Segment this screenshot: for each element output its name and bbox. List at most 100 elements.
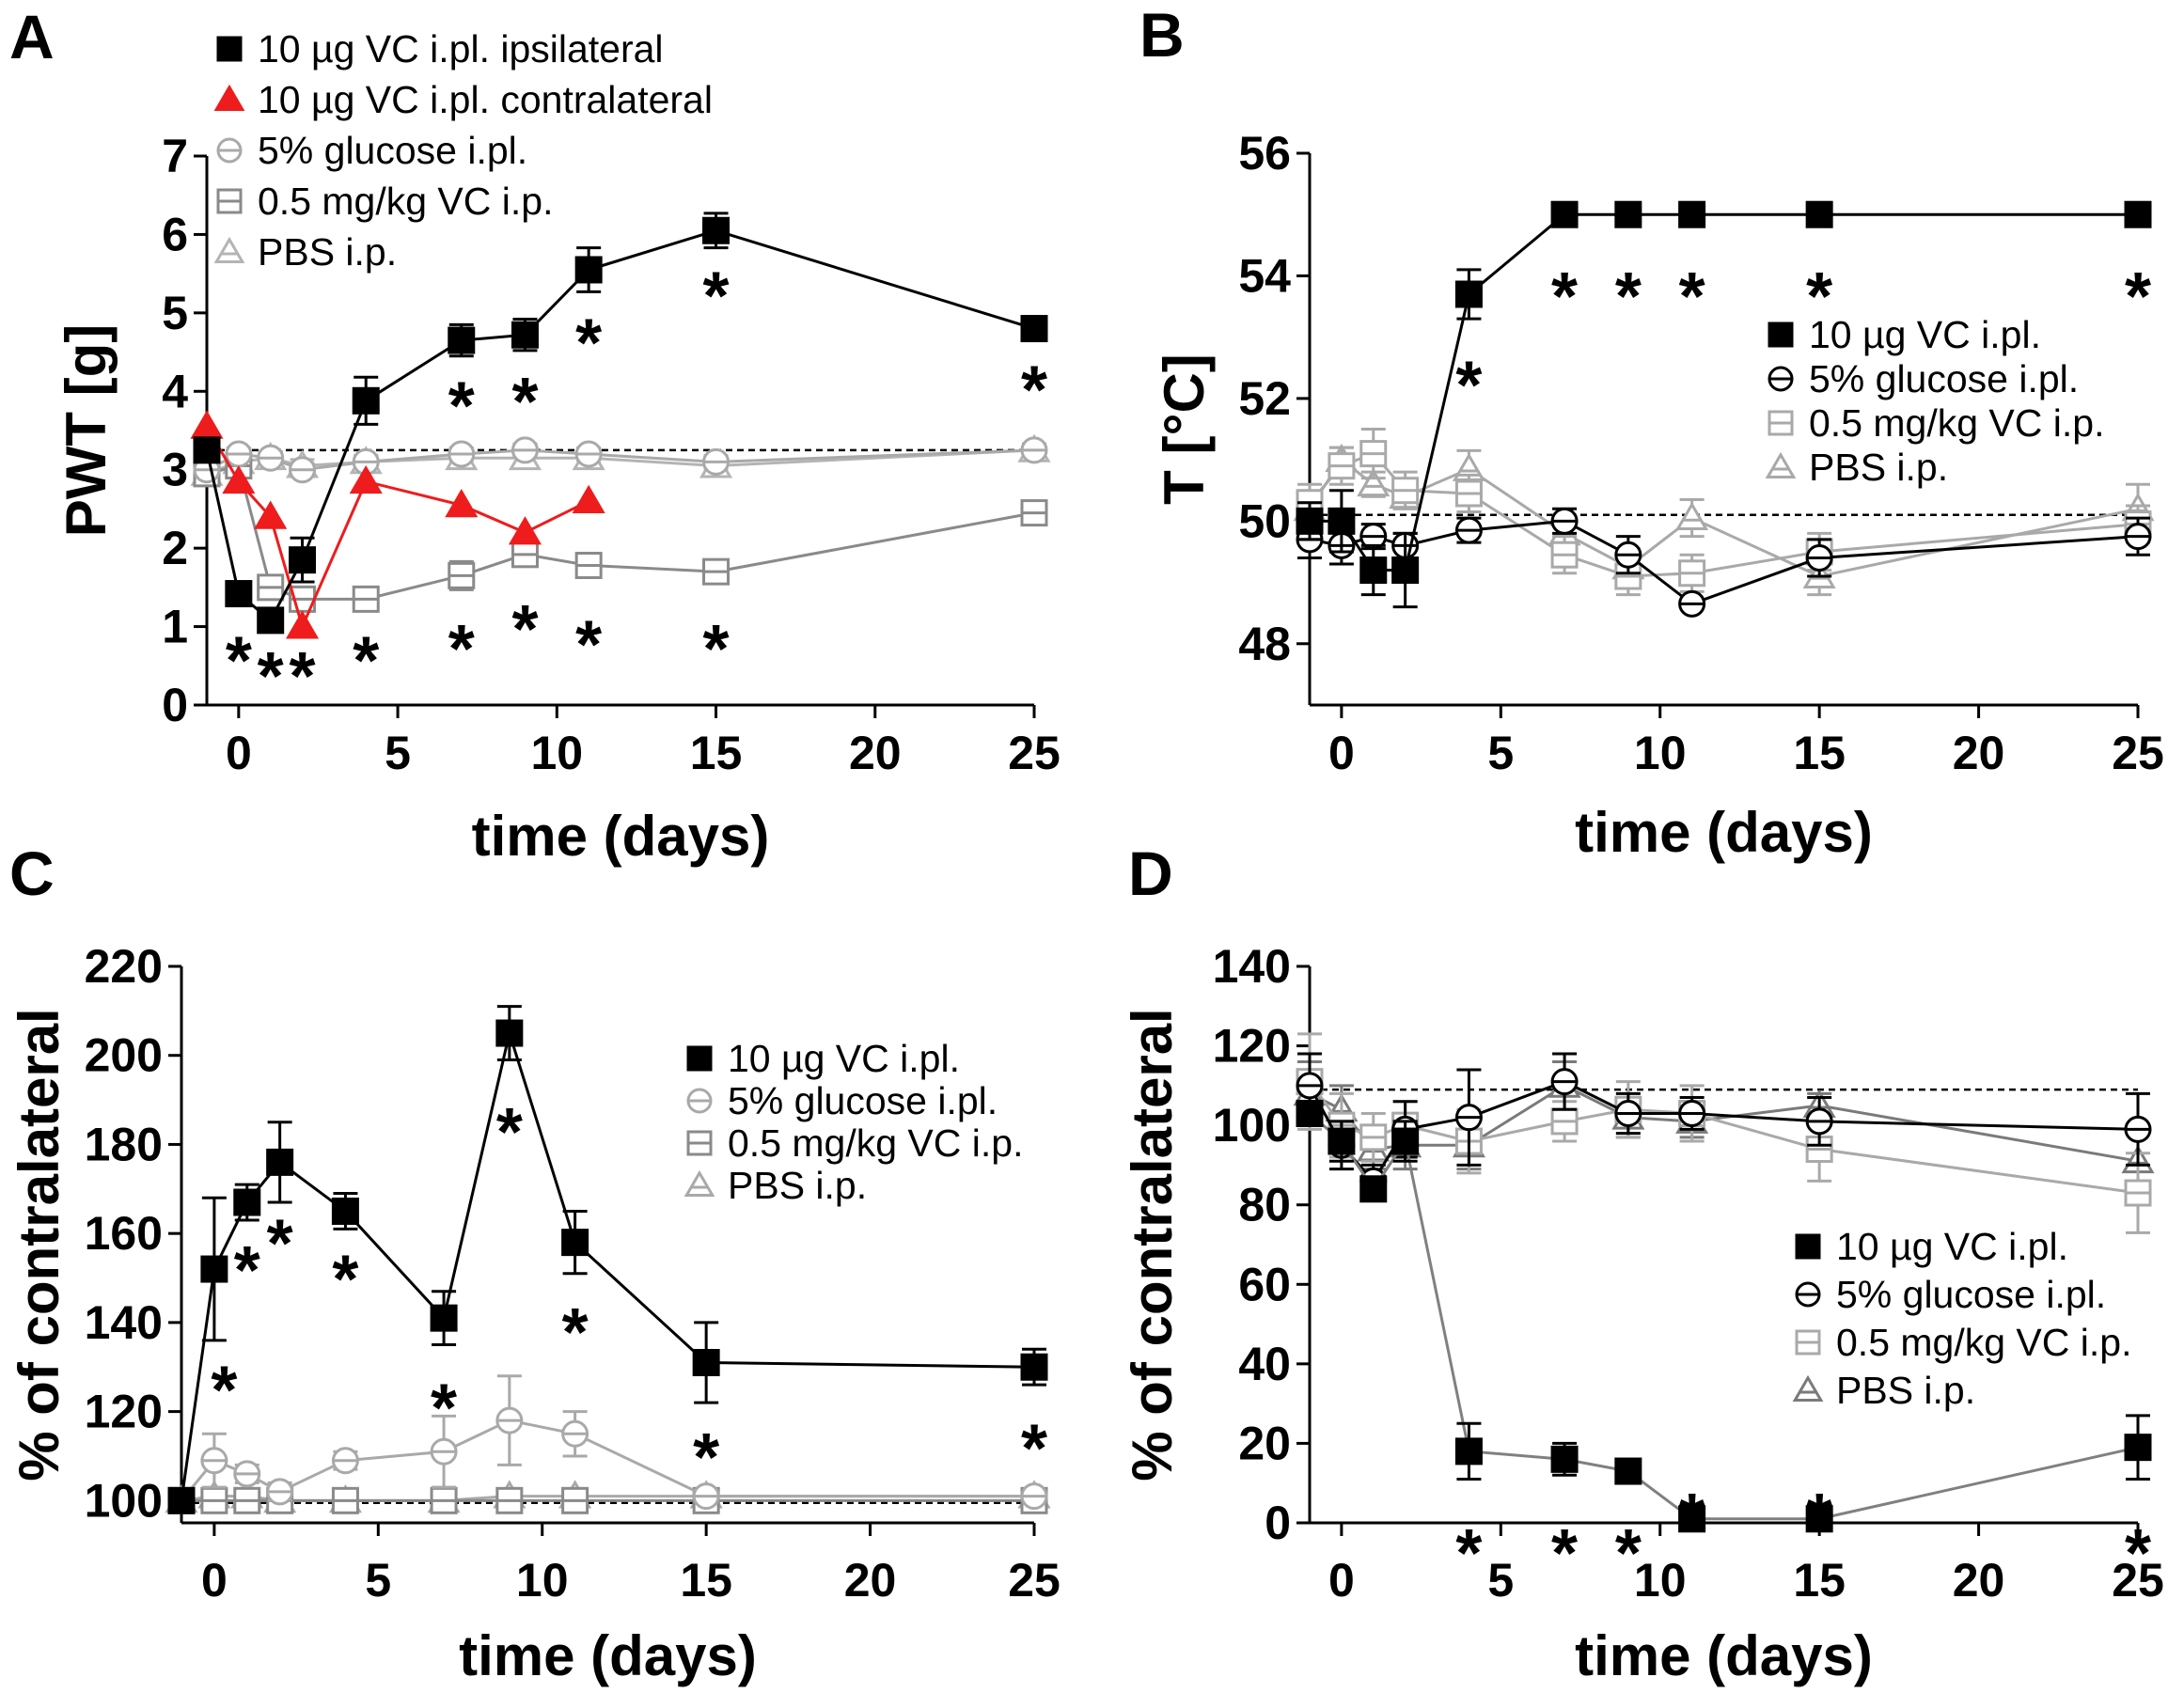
data-point xyxy=(254,500,288,529)
series-1 xyxy=(167,1005,1048,1514)
x-axis-label: time (days) xyxy=(472,805,770,868)
series-2 xyxy=(1296,1052,2152,1199)
data-point xyxy=(257,444,285,472)
significance-star: * xyxy=(1551,259,1578,335)
significance-star: * xyxy=(703,259,730,334)
legend-item: 5% glucose i.pl. xyxy=(1768,357,2079,400)
data-point xyxy=(1614,541,1642,569)
data-point xyxy=(1391,1127,1420,1155)
legend-marker xyxy=(1795,1233,1821,1260)
series-3 xyxy=(193,436,1048,484)
legend-item: 5% glucose i.pl. xyxy=(686,1079,998,1122)
significance-star: * xyxy=(431,1372,457,1447)
series-1 xyxy=(193,212,1048,635)
legend-label: 0.5 mg/kg VC i.p. xyxy=(728,1121,1023,1165)
data-point xyxy=(430,1437,458,1466)
x-tick-label: 15 xyxy=(690,727,743,779)
legend-label: 10 µg VC i.pl. xyxy=(1809,313,2041,356)
legend-marker xyxy=(1765,451,1797,479)
series-2 xyxy=(1296,507,2152,618)
data-point xyxy=(331,1447,359,1475)
legend-label: PBS i.p. xyxy=(258,230,397,274)
data-point xyxy=(1454,1104,1483,1132)
data-point xyxy=(448,326,476,354)
panel-c: C 100 120 140 160 180 200 220 0 5 10 15 20 25 time (da… xyxy=(8,839,1061,1687)
data-point xyxy=(1550,1068,1579,1096)
data-point xyxy=(2124,1179,2152,1207)
data-point xyxy=(511,436,539,464)
significance-star: * xyxy=(448,612,475,687)
series-line xyxy=(1309,519,2139,606)
data-point xyxy=(167,1486,196,1514)
data-point xyxy=(495,1486,524,1514)
significance-star: * xyxy=(448,368,475,444)
x-axis-label: time (days) xyxy=(1575,801,1873,864)
data-point xyxy=(200,1255,228,1283)
significance-star: * xyxy=(1806,259,1832,335)
panel-letter: B xyxy=(1139,0,1185,70)
data-point xyxy=(1550,1445,1579,1473)
data-point xyxy=(1359,556,1388,585)
significance-star: * xyxy=(703,612,730,687)
data-point xyxy=(1454,280,1483,308)
data-point xyxy=(222,464,256,494)
y-tick-label: 20 xyxy=(1238,1417,1291,1469)
x-tick-label: 25 xyxy=(2112,727,2164,779)
data-point xyxy=(1020,315,1048,343)
data-point xyxy=(561,1486,589,1514)
data-point xyxy=(445,488,479,518)
series-line xyxy=(206,463,1035,601)
data-point xyxy=(289,456,317,484)
panel-d: D 0 20 40 60 80 100 120 140 0 5 10 15 20 25 time (days)… xyxy=(1121,839,2164,1687)
significance-star: * xyxy=(511,592,538,667)
x-tick-label: 0 xyxy=(201,1554,228,1607)
legend-marker xyxy=(1792,1374,1824,1403)
significance-star: * xyxy=(1455,1516,1482,1591)
data-point xyxy=(331,1486,359,1514)
y-tick-label: 56 xyxy=(1238,127,1291,180)
series-line xyxy=(1309,1112,2139,1521)
data-point xyxy=(1020,1353,1048,1381)
y-tick-label: 140 xyxy=(85,1296,163,1349)
data-point xyxy=(233,1486,261,1514)
series-line xyxy=(1308,457,2139,578)
y-tick-label: 60 xyxy=(1238,1258,1291,1310)
data-point xyxy=(352,386,380,415)
data-point xyxy=(1391,477,1420,505)
series-line xyxy=(180,1027,1035,1501)
data-point xyxy=(1391,556,1420,585)
x-tick-label: 5 xyxy=(1487,727,1514,779)
series-line xyxy=(1308,451,2139,578)
panel-b: B 48 50 52 54 56 0 5 10 15 20 25 time (days) T [°C] * *… xyxy=(1139,0,2164,864)
series-3 xyxy=(1296,428,2152,597)
data-point xyxy=(1020,1482,1048,1511)
data-point xyxy=(349,464,383,494)
data-point xyxy=(511,321,539,349)
significance-star: * xyxy=(1615,1516,1642,1591)
x-tick-label: 20 xyxy=(849,727,902,779)
data-point xyxy=(193,436,221,464)
data-point xyxy=(2124,523,2152,551)
x-tick-label: 25 xyxy=(1008,727,1061,779)
data-point xyxy=(289,546,317,574)
legend-item: 10 µg VC i.pl. xyxy=(686,1037,960,1080)
x-tick-label: 15 xyxy=(680,1554,732,1607)
x-tick-label: 0 xyxy=(1328,1554,1355,1607)
panel-letter: A xyxy=(9,2,55,71)
significance-star: * xyxy=(353,623,379,698)
y-tick-label: 160 xyxy=(85,1207,163,1260)
data-point xyxy=(285,610,320,639)
series-line xyxy=(1309,1084,2139,1163)
significance-star: * xyxy=(1021,1411,1047,1486)
data-point xyxy=(225,580,253,608)
x-tick-label: 15 xyxy=(1793,1554,1846,1607)
significance-star: * xyxy=(575,608,602,683)
legend-marker xyxy=(683,1169,715,1198)
series-line xyxy=(180,1419,1034,1502)
data-point xyxy=(430,1304,458,1332)
x-tick-label: 5 xyxy=(365,1554,391,1607)
data-point xyxy=(266,1148,294,1176)
data-point xyxy=(1296,1099,1324,1127)
